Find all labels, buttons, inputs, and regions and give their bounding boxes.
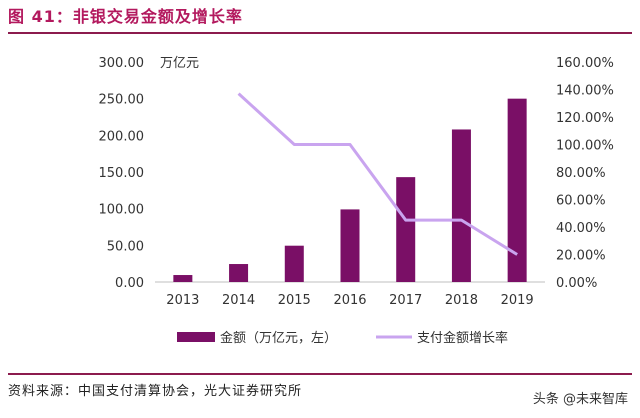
legend-label-amount: 金额（万亿元，左） (220, 330, 337, 346)
bar-2013 (173, 275, 193, 282)
left-axis-tick-label: 200.00 (99, 129, 145, 144)
footer-rule (8, 373, 632, 375)
x-axis-tick-label: 2014 (222, 293, 255, 308)
right-axis-tick-label: 160.00% (556, 56, 614, 71)
bar-2019 (507, 98, 527, 283)
x-axis-tick-label: 2015 (278, 293, 311, 308)
x-axis-tick-label: 2019 (501, 293, 534, 308)
right-axis-tick-label: 20.00% (556, 249, 606, 264)
legend-swatch-amount (177, 332, 215, 342)
legend-label-growth: 支付金额增长率 (417, 330, 508, 346)
left-axis-tick-label: 250.00 (99, 93, 145, 108)
right-axis-tick-label: 120.00% (556, 111, 614, 126)
x-axis-tick-label: 2013 (166, 293, 199, 308)
right-axis-tick-label: 80.00% (556, 166, 606, 181)
right-axis-tick-label: 0.00% (556, 276, 597, 291)
growth-rate-line (237, 92, 518, 256)
figure-title: 图 41：非银交易金额及增长率 (8, 7, 243, 26)
x-axis-tick-label: 2016 (333, 293, 366, 308)
left-axis-tick-label: 0.00 (115, 276, 144, 291)
left-axis-tick-label: 300.00 (99, 56, 145, 71)
chart: 0.00 50.00 100.00 150.00 200.00 250.00 300.00 万… (99, 56, 614, 346)
watermark-text: 头条 @未来智库 (532, 392, 628, 407)
bar-2018 (451, 129, 471, 282)
left-axis-tick-label: 150.00 (99, 166, 145, 181)
right-axis-tick-label: 40.00% (556, 221, 606, 236)
right-axis-tick-label: 100.00% (556, 139, 614, 154)
bar-2016 (340, 209, 360, 282)
bar-2014 (229, 264, 249, 282)
left-axis-tick-label: 100.00 (99, 203, 145, 218)
right-axis-tick-label: 60.00% (556, 194, 606, 209)
x-axis-tick-label: 2018 (445, 293, 478, 308)
bar-2017 (396, 177, 416, 282)
left-axis-tick-label: 50.00 (107, 239, 144, 254)
right-axis-tick-label: 140.00% (556, 84, 614, 99)
left-axis-unit-label: 万亿元 (160, 56, 199, 71)
x-axis-tick-label: 2017 (389, 293, 422, 308)
source-note: 资料来源：中国支付清算协会，光大证券研究所 (8, 384, 303, 399)
title-rule (8, 32, 632, 34)
bar-2015 (284, 245, 304, 282)
